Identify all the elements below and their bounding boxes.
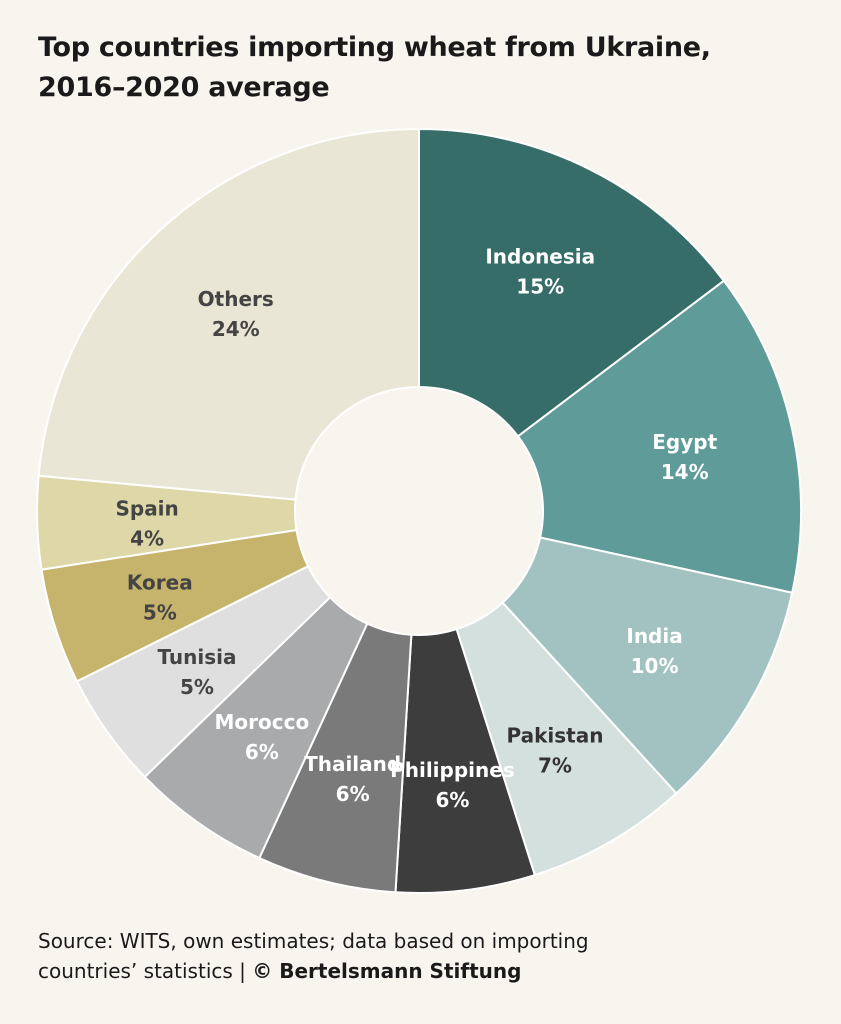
slice-value-others: 24% — [212, 317, 260, 341]
slice-label-korea: Korea 5% — [127, 570, 193, 624]
donut-labels: Indonesia 15% Egypt 14% India 10% Pakistan 7% Ph… — [115, 245, 717, 812]
chart-title: Top countries importing wheat from Ukrai… — [38, 28, 798, 108]
slice-value-spain: 4% — [130, 526, 164, 550]
slice-name-korea: Korea — [127, 570, 193, 594]
donut-slices — [36, 127, 802, 894]
source-line-2: countries’ statistics | © Bertelsmann St… — [38, 956, 808, 986]
slice-others — [37, 127, 420, 501]
slice-value-korea: 5% — [143, 600, 177, 624]
slice-value-egypt: 14% — [661, 460, 709, 484]
chart-title-line-1: Top countries importing wheat from Ukrai… — [38, 32, 711, 63]
slice-label-spain: Spain 4% — [115, 496, 178, 550]
slice-name-morocco: Morocco — [214, 710, 309, 734]
slice-label-morocco: Morocco 6% — [214, 710, 309, 764]
slice-name-pakistan: Pakistan — [507, 724, 604, 748]
slice-name-thailand: Thailand — [304, 752, 401, 776]
slice-name-indonesia: Indonesia — [485, 245, 595, 269]
slice-label-pakistan: Pakistan 7% — [507, 724, 604, 778]
source-note: Source: WITS, own estimates; data based … — [38, 926, 808, 986]
slice-label-egypt: Egypt 14% — [652, 430, 717, 484]
slice-name-others: Others — [198, 287, 274, 311]
slice-name-philippines: Philippines — [390, 758, 515, 782]
slice-label-indonesia: Indonesia 15% — [485, 245, 595, 299]
slice-value-philippines: 6% — [435, 788, 469, 812]
slice-label-india: India 10% — [626, 624, 682, 678]
slice-label-philippines: Philippines 6% — [390, 758, 515, 812]
source-line-2-text: countries’ statistics | — [38, 959, 253, 983]
copyright-text: © Bertelsmann Stiftung — [252, 959, 522, 983]
slice-name-egypt: Egypt — [652, 430, 717, 454]
slice-name-india: India — [626, 624, 682, 648]
slice-india — [501, 536, 794, 795]
slice-indonesia — [418, 127, 726, 438]
slice-value-indonesia: 15% — [516, 275, 564, 299]
slice-label-thailand: Thailand 6% — [304, 752, 401, 806]
source-line-1: Source: WITS, own estimates; data based … — [38, 929, 589, 953]
slice-value-thailand: 6% — [336, 782, 370, 806]
chart-title-line-2: 2016–2020 average — [38, 72, 330, 103]
slice-name-tunisia: Tunisia — [157, 645, 236, 669]
slice-name-spain: Spain — [115, 496, 178, 520]
slice-label-tunisia: Tunisia 5% — [157, 645, 236, 699]
slice-label-others: Others 24% — [198, 287, 274, 341]
slice-pakistan — [455, 601, 678, 877]
slice-value-morocco: 6% — [245, 740, 279, 764]
slice-egypt — [516, 279, 802, 594]
slice-value-india: 10% — [631, 654, 679, 678]
slice-value-tunisia: 5% — [180, 675, 214, 699]
slice-value-pakistan: 7% — [538, 754, 572, 778]
